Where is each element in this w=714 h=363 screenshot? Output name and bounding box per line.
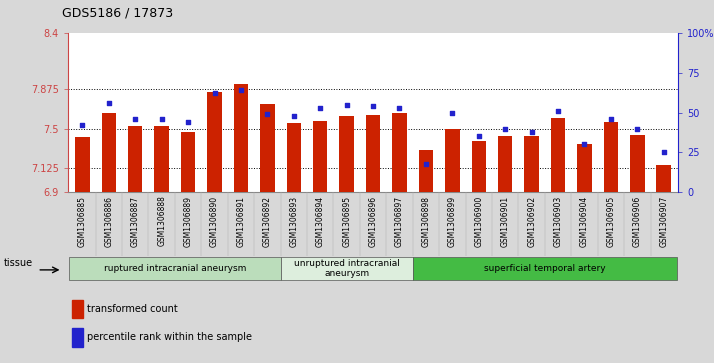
Point [473, 134, 485, 139]
Text: GSM1306886: GSM1306886 [104, 196, 114, 246]
Point [526, 129, 538, 135]
Text: GSM1306897: GSM1306897 [395, 196, 404, 247]
Text: GSM1306903: GSM1306903 [553, 196, 563, 247]
Point [579, 142, 590, 147]
Bar [181, 132, 196, 192]
Bar [498, 136, 513, 192]
Bar [471, 141, 486, 192]
Text: GSM1306885: GSM1306885 [78, 196, 87, 246]
Point [658, 150, 670, 155]
Point [314, 105, 326, 111]
Bar [69, 257, 281, 280]
Point [103, 100, 114, 106]
Text: GSM1306895: GSM1306895 [342, 196, 351, 247]
Text: GSM1306893: GSM1306893 [289, 196, 298, 247]
Bar [286, 123, 301, 192]
Bar [128, 126, 143, 192]
Point [76, 122, 88, 128]
Text: tissue: tissue [4, 258, 33, 268]
Point [288, 113, 299, 119]
Text: GSM1306896: GSM1306896 [368, 196, 378, 247]
Point [156, 116, 167, 122]
Bar [101, 113, 116, 192]
Bar [72, 299, 83, 318]
Text: GSM1306894: GSM1306894 [316, 196, 325, 247]
Bar [550, 118, 565, 192]
Text: GSM1306900: GSM1306900 [474, 196, 483, 247]
Bar [207, 92, 222, 192]
Point [208, 90, 220, 96]
Bar [339, 116, 354, 192]
Point [553, 108, 564, 114]
Text: GSM1306890: GSM1306890 [210, 196, 219, 247]
Text: ruptured intracranial aneurysm: ruptured intracranial aneurysm [104, 264, 246, 273]
Bar [313, 121, 328, 192]
Bar [445, 129, 460, 192]
Text: GSM1306906: GSM1306906 [633, 196, 642, 247]
Text: GSM1306899: GSM1306899 [448, 196, 457, 247]
Text: transformed count: transformed count [87, 304, 178, 314]
Point [341, 102, 352, 107]
Text: GSM1306887: GSM1306887 [131, 196, 140, 246]
Text: GSM1306907: GSM1306907 [659, 196, 668, 247]
Point [632, 126, 643, 131]
Text: GSM1306888: GSM1306888 [157, 196, 166, 246]
Point [261, 111, 273, 117]
Point [129, 116, 141, 122]
Bar [233, 84, 248, 192]
Bar [154, 126, 169, 192]
Bar [75, 137, 90, 192]
Point [500, 126, 511, 131]
Text: percentile rank within the sample: percentile rank within the sample [87, 333, 252, 342]
Text: GSM1306901: GSM1306901 [501, 196, 510, 247]
Bar [392, 113, 407, 192]
Point [447, 110, 458, 115]
Point [394, 105, 406, 111]
Point [235, 87, 246, 93]
Text: GSM1306898: GSM1306898 [421, 196, 431, 246]
Text: GSM1306891: GSM1306891 [236, 196, 246, 246]
Bar [72, 328, 83, 347]
Bar [603, 122, 618, 192]
Text: GSM1306889: GSM1306889 [183, 196, 193, 246]
Text: GDS5186 / 17873: GDS5186 / 17873 [61, 7, 173, 20]
Bar [656, 165, 671, 192]
Bar [630, 135, 645, 192]
Bar [413, 257, 677, 280]
Bar [281, 257, 413, 280]
Text: superficial temporal artery: superficial temporal artery [484, 264, 605, 273]
Text: GSM1306902: GSM1306902 [527, 196, 536, 247]
Point [367, 103, 378, 109]
Point [605, 116, 617, 122]
Bar [577, 144, 592, 192]
Point [182, 119, 193, 125]
Bar [260, 104, 275, 192]
Text: unruptured intracranial
aneurysm: unruptured intracranial aneurysm [293, 259, 400, 278]
Text: GSM1306892: GSM1306892 [263, 196, 272, 246]
Bar [418, 150, 433, 192]
Bar [366, 115, 381, 192]
Bar [524, 136, 539, 192]
Text: GSM1306904: GSM1306904 [580, 196, 589, 247]
Text: GSM1306905: GSM1306905 [606, 196, 615, 247]
Point [421, 161, 432, 167]
